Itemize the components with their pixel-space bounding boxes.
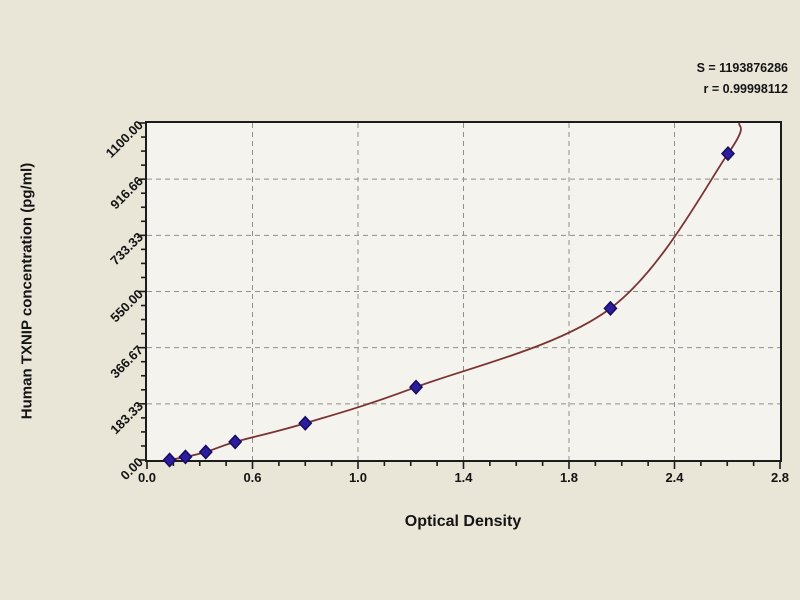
x-tick-label: 2.8 (770, 470, 790, 485)
x-tick-label: 1.4 (454, 470, 473, 485)
plot-area (145, 121, 782, 462)
x-tick-label: 2.4 (665, 470, 684, 485)
fit-annotation-r-value: r = 0.99998112 (703, 82, 788, 96)
x-axis-title: Optical Density (404, 513, 522, 530)
x-tick-label: 0.0 (137, 470, 157, 485)
y-axis-title: Human TXNIP concentration (pg/ml) (18, 162, 36, 420)
y-tick-label: 1100.00 (102, 117, 146, 161)
fit-annotation: S = 1193876286 r = 0.99998112 (697, 58, 788, 100)
fit-annotation-s-value: S = 1193876286 (696, 61, 788, 75)
y-tick-label: 916.66 (107, 173, 146, 213)
y-tick-label: 183.33 (107, 398, 146, 437)
y-tick-label: 550.00 (107, 285, 146, 325)
y-tick-label: 733.33 (107, 229, 146, 269)
x-tick-label: 0.6 (243, 470, 262, 485)
x-tick-label: 1.0 (348, 470, 368, 485)
y-tick-label: 0.00 (117, 454, 146, 483)
y-tick-label: 366.67 (107, 342, 146, 381)
x-tick-label: 1.8 (559, 470, 579, 485)
